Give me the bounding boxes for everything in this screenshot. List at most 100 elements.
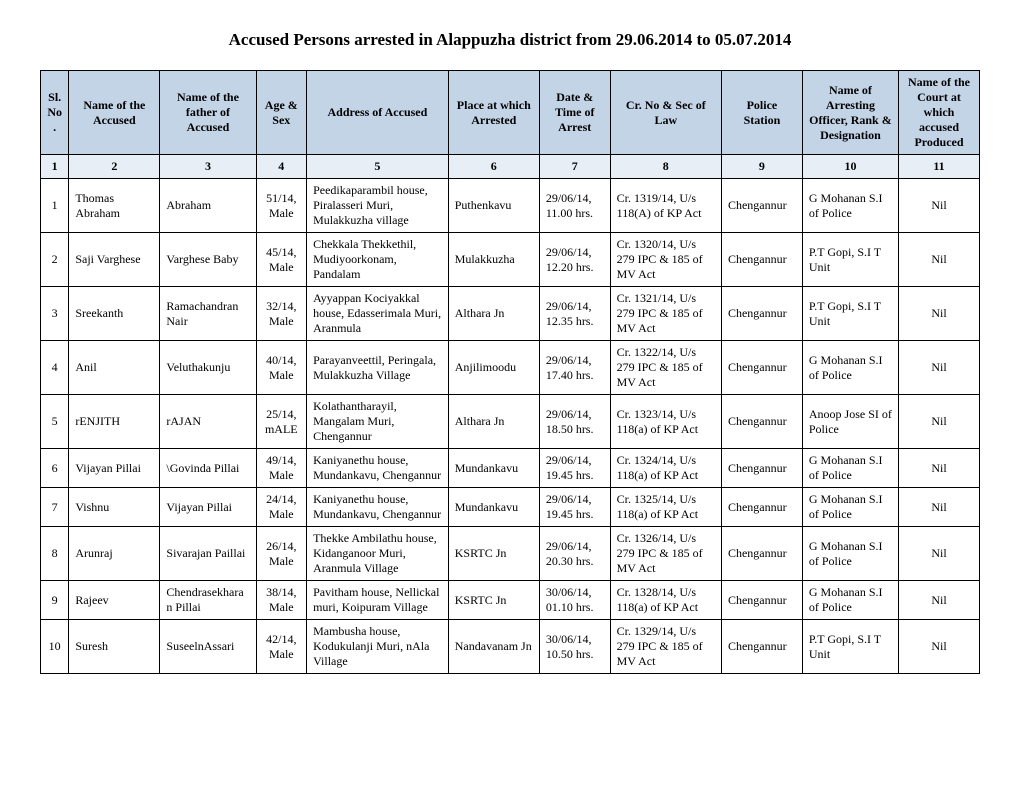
cell-officer: G Mohanan S.I of Police [802, 527, 898, 581]
cell-name: Sreekanth [69, 287, 160, 341]
cell-addr: Kaniyanethu house, Mundankavu, Chengannu… [307, 449, 449, 488]
cell-court: Nil [899, 179, 980, 233]
cell-name: Thomas Abraham [69, 179, 160, 233]
cell-court: Nil [899, 488, 980, 527]
cell-place: Nandavanam Jn [448, 620, 539, 674]
cell-date: 29/06/14, 11.00 hrs. [539, 179, 610, 233]
numcell: 2 [69, 155, 160, 179]
cell-addr: Kaniyanethu house, Mundankavu, Chengannu… [307, 488, 449, 527]
cell-court: Nil [899, 341, 980, 395]
arrest-table: Sl. No. Name of the Accused Name of the … [40, 70, 980, 674]
cell-place: Althara Jn [448, 287, 539, 341]
cell-sl: 1 [41, 179, 69, 233]
cell-father: Chendrasekharan Pillai [160, 581, 256, 620]
cell-sl: 3 [41, 287, 69, 341]
cell-officer: G Mohanan S.I of Police [802, 449, 898, 488]
cell-cr: Cr. 1319/14, U/s 118(A) of KP Act [610, 179, 721, 233]
cell-sl: 10 [41, 620, 69, 674]
cell-station: Chengannur [721, 341, 802, 395]
cell-station: Chengannur [721, 233, 802, 287]
cell-place: Mulakkuzha [448, 233, 539, 287]
col-station: Police Station [721, 71, 802, 155]
cell-sl: 8 [41, 527, 69, 581]
cell-cr: Cr. 1328/14, U/s 118(a) of KP Act [610, 581, 721, 620]
cell-cr: Cr. 1324/14, U/s 118(a) of KP Act [610, 449, 721, 488]
col-name: Name of the Accused [69, 71, 160, 155]
numcell: 9 [721, 155, 802, 179]
numcell: 7 [539, 155, 610, 179]
numcell: 8 [610, 155, 721, 179]
cell-cr: Cr. 1323/14, U/s 118(a) of KP Act [610, 395, 721, 449]
col-father: Name of the father of Accused [160, 71, 256, 155]
cell-sl: 7 [41, 488, 69, 527]
cell-officer: G Mohanan S.I of Police [802, 488, 898, 527]
cell-cr: Cr. 1321/14, U/s 279 IPC & 185 of MV Act [610, 287, 721, 341]
cell-addr: Chekkala Thekkethil, Mudiyoorkonam, Pand… [307, 233, 449, 287]
cell-age: 24/14, Male [256, 488, 307, 527]
cell-age: 42/14, Male [256, 620, 307, 674]
cell-place: Mundankavu [448, 488, 539, 527]
numcell: 6 [448, 155, 539, 179]
cell-place: KSRTC Jn [448, 527, 539, 581]
cell-age: 25/14, mALE [256, 395, 307, 449]
cell-place: Anjilimoodu [448, 341, 539, 395]
cell-court: Nil [899, 395, 980, 449]
cell-cr: Cr. 1322/14, U/s 279 IPC & 185 of MV Act [610, 341, 721, 395]
cell-father: Vijayan Pillai [160, 488, 256, 527]
cell-officer: Anoop Jose SI of Police [802, 395, 898, 449]
cell-date: 29/06/14, 19.45 hrs. [539, 488, 610, 527]
cell-cr: Cr. 1325/14, U/s 118(a) of KP Act [610, 488, 721, 527]
cell-officer: P.T Gopi, S.I T Unit [802, 287, 898, 341]
cell-father: rAJAN [160, 395, 256, 449]
col-age: Age & Sex [256, 71, 307, 155]
col-date: Date & Time of Arrest [539, 71, 610, 155]
cell-name: Rajeev [69, 581, 160, 620]
cell-station: Chengannur [721, 581, 802, 620]
numcell: 11 [899, 155, 980, 179]
table-row: 5rENJITHrAJAN25/14, mALEKolathantharayil… [41, 395, 980, 449]
header-row: Sl. No. Name of the Accused Name of the … [41, 71, 980, 155]
cell-father: Varghese Baby [160, 233, 256, 287]
cell-date: 30/06/14, 10.50 hrs. [539, 620, 610, 674]
cell-station: Chengannur [721, 179, 802, 233]
cell-name: Saji Varghese [69, 233, 160, 287]
cell-addr: Ayyappan Kociyakkal house, Edasserimala … [307, 287, 449, 341]
table-row: 7VishnuVijayan Pillai24/14, MaleKaniyane… [41, 488, 980, 527]
cell-sl: 9 [41, 581, 69, 620]
number-row: 1 2 3 4 5 6 7 8 9 10 11 [41, 155, 980, 179]
cell-name: Arunraj [69, 527, 160, 581]
cell-station: Chengannur [721, 620, 802, 674]
cell-court: Nil [899, 527, 980, 581]
cell-sl: 6 [41, 449, 69, 488]
table-row: 9RajeevChendrasekharan Pillai38/14, Male… [41, 581, 980, 620]
numcell: 10 [802, 155, 898, 179]
col-sl: Sl. No. [41, 71, 69, 155]
cell-sl: 5 [41, 395, 69, 449]
cell-father: \Govinda Pillai [160, 449, 256, 488]
col-cr: Cr. No & Sec of Law [610, 71, 721, 155]
cell-station: Chengannur [721, 395, 802, 449]
col-place: Place at which Arrested [448, 71, 539, 155]
cell-father: Sivarajan Paillai [160, 527, 256, 581]
cell-court: Nil [899, 287, 980, 341]
numcell: 1 [41, 155, 69, 179]
cell-father: Abraham [160, 179, 256, 233]
cell-age: 40/14, Male [256, 341, 307, 395]
col-addr: Address of Accused [307, 71, 449, 155]
cell-age: 51/14, Male [256, 179, 307, 233]
cell-station: Chengannur [721, 488, 802, 527]
cell-date: 29/06/14, 17.40 hrs. [539, 341, 610, 395]
cell-place: Mundankavu [448, 449, 539, 488]
cell-officer: G Mohanan S.I of Police [802, 341, 898, 395]
page-title: Accused Persons arrested in Alappuzha di… [40, 30, 980, 50]
cell-date: 29/06/14, 12.20 hrs. [539, 233, 610, 287]
cell-name: Vijayan Pillai [69, 449, 160, 488]
numcell: 3 [160, 155, 256, 179]
cell-addr: Thekke Ambilathu house, Kidanganoor Muri… [307, 527, 449, 581]
cell-name: Suresh [69, 620, 160, 674]
table-row: 10SureshSuseelnAssari42/14, MaleMambusha… [41, 620, 980, 674]
cell-court: Nil [899, 449, 980, 488]
cell-sl: 4 [41, 341, 69, 395]
cell-age: 26/14, Male [256, 527, 307, 581]
cell-station: Chengannur [721, 449, 802, 488]
